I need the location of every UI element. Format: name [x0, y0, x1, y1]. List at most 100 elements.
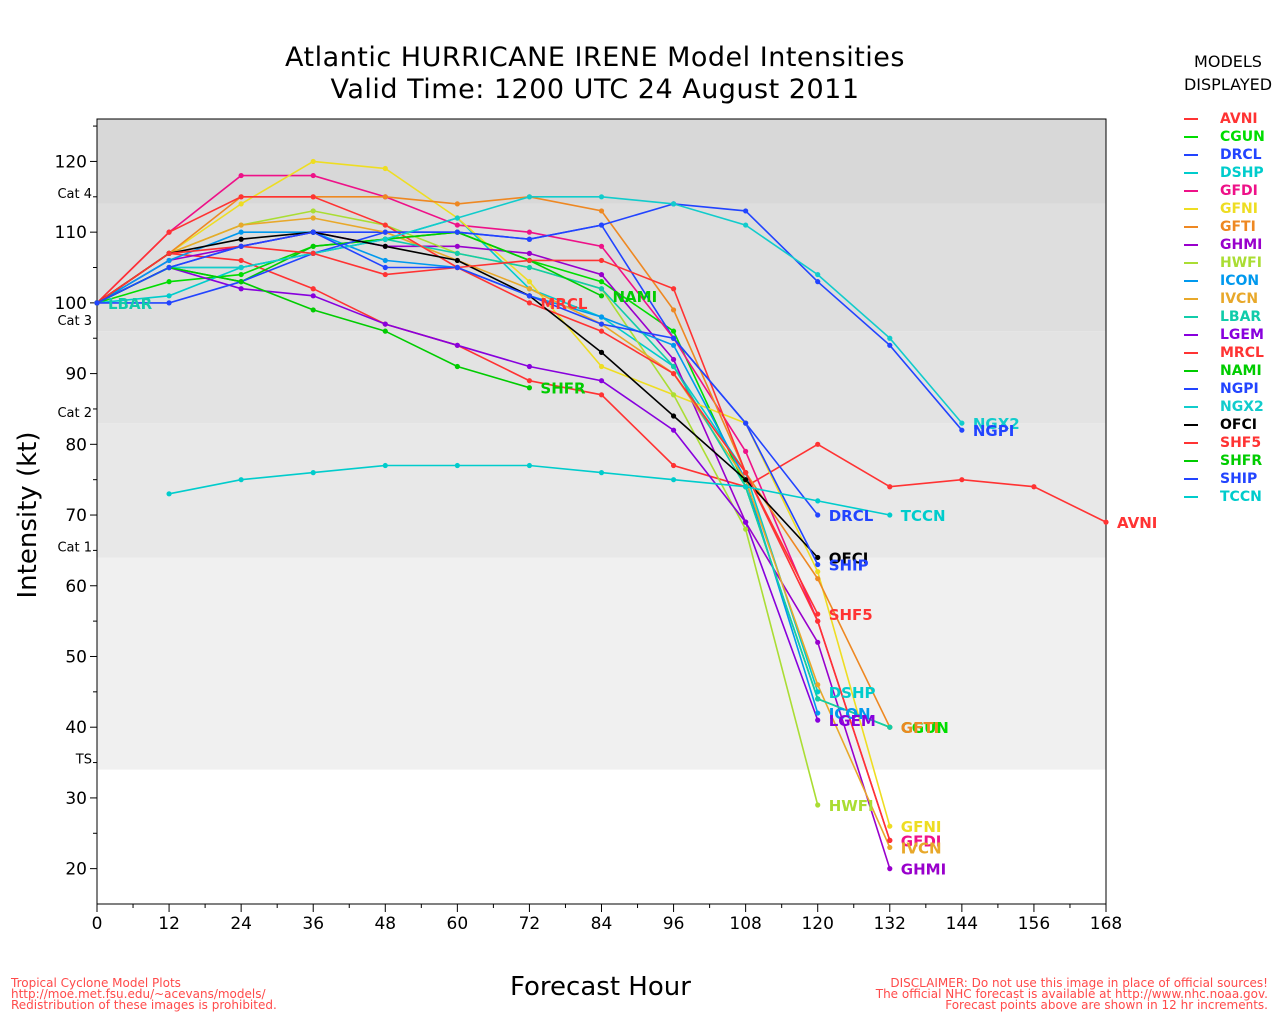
data-point-lbar: [887, 724, 893, 730]
legend-swatch: [1184, 136, 1198, 138]
legend-label: HWFI: [1220, 255, 1262, 271]
data-point-tccn: [382, 462, 388, 469]
data-point-ngx2: [526, 194, 533, 200]
data-point-ivcn: [887, 844, 893, 851]
legend-swatch: [1184, 172, 1198, 174]
data-point-shfr: [382, 328, 388, 334]
data-point-lgem: [670, 427, 677, 433]
data-point-shf5: [743, 470, 749, 476]
series-label-ngx2: NGX2: [973, 415, 1020, 433]
legend-label: AVNI: [1220, 111, 1258, 127]
data-point-dshp: [815, 689, 821, 695]
data-point-ship: [166, 264, 172, 271]
legend-item: AVNI: [1184, 110, 1265, 128]
data-point-lgem: [310, 293, 316, 299]
data-point-tccn: [310, 470, 316, 476]
data-point-avni: [526, 378, 533, 384]
legend-label: GHMI: [1220, 237, 1263, 253]
data-point-ofci: [670, 413, 677, 419]
series-label-drcl: DRCL: [829, 507, 874, 525]
data-point-avni: [670, 462, 677, 469]
legend-item: OFCI: [1184, 416, 1265, 434]
data-point-icon: [815, 710, 821, 716]
data-point-gfti: [454, 201, 460, 207]
data-point-tccn: [238, 477, 244, 483]
y-tick-label: 100: [55, 294, 87, 314]
y-tick-label: 110: [55, 223, 87, 243]
legend-heading-2: DISPLAYED: [1183, 75, 1273, 94]
legend-swatch: [1184, 352, 1198, 354]
footer-credits: Tropical Cyclone Model Plots http://moe.…: [11, 976, 277, 1011]
category-band: [97, 423, 1106, 558]
data-point-gfdi: [598, 243, 605, 249]
data-point-ngpi: [743, 208, 749, 214]
x-tick-label: 96: [663, 914, 685, 934]
y-tick-label: 60: [65, 577, 87, 597]
data-point-ship: [815, 561, 821, 568]
data-point-ngpi: [454, 229, 460, 235]
series-label-cgun: CGUN: [901, 719, 949, 737]
series-label-icon: ICON: [829, 705, 871, 723]
data-point-avni: [238, 257, 244, 264]
data-point-tccn: [526, 462, 533, 469]
legend-swatch: [1184, 298, 1198, 300]
data-point-gfni: [238, 201, 244, 207]
data-point-tccn: [454, 462, 460, 469]
x-tick-label: 72: [519, 914, 541, 934]
x-tick-label: 48: [374, 914, 396, 934]
data-point-lgem: [526, 363, 533, 370]
x-tick-label: 24: [230, 914, 252, 934]
footer-credit-url: http://moe.met.fsu.edu/~acevans/models/: [11, 987, 266, 1001]
data-point-ngx2: [959, 420, 965, 426]
data-point-gfni: [310, 158, 316, 165]
legend-label: GFTI: [1220, 219, 1256, 235]
data-point-lbar: [598, 286, 605, 292]
data-point-icon: [382, 257, 388, 264]
chart-title: Atlantic HURRICANE IRENE Model Intensiti…: [285, 42, 905, 73]
data-point-ngx2: [743, 222, 749, 228]
category-label: Cat 3: [57, 314, 92, 329]
x-tick-label: 168: [1090, 914, 1122, 934]
data-point-ghmi: [454, 243, 460, 249]
legend-swatch: [1184, 478, 1198, 480]
data-point-hwfi: [743, 526, 749, 532]
legend-label: SHF5: [1220, 435, 1262, 451]
legend-swatch: [1184, 316, 1198, 318]
data-point-avni: [1031, 484, 1037, 490]
legend-label: DSHP: [1220, 165, 1264, 181]
legend-item: CGUN: [1184, 128, 1265, 146]
category-label: Cat 2: [57, 406, 92, 421]
data-point-ofci: [454, 257, 460, 264]
data-point-ngx2: [454, 215, 460, 221]
plot-axes: 20 30 40 50 60 70 80 90 100 110 120 0 12 24 36 48 60 72 84…: [55, 118, 1122, 934]
legend-label: SHIP: [1220, 471, 1258, 487]
data-point-tccn: [166, 491, 172, 497]
x-axis-label: Forecast Hour: [510, 972, 691, 1002]
series-label-shfr: SHFR: [540, 380, 586, 398]
legend-swatch: [1184, 118, 1198, 120]
data-point-shf5: [382, 271, 388, 278]
data-point-shf5: [166, 250, 172, 256]
legend-item: DSHP: [1184, 164, 1265, 182]
y-tick-label: 70: [65, 506, 87, 526]
data-point-hwfi: [670, 392, 677, 398]
legend-swatch: [1184, 154, 1198, 156]
legend-item: LBAR: [1184, 308, 1265, 326]
series-label-shf5: SHF5: [829, 606, 873, 624]
series-label-hwfi: HWFI: [829, 797, 874, 815]
data-point-mrcl: [598, 328, 605, 334]
data-point-shfr: [526, 385, 533, 391]
category-band: [97, 557, 1106, 770]
data-point-ghmi: [598, 271, 605, 278]
data-point-gfni: [887, 823, 893, 829]
data-point-tccn: [598, 470, 605, 476]
legend-label: GFDI: [1220, 183, 1258, 199]
footer-credit-line: Tropical Cyclone Model Plots: [11, 976, 181, 990]
legend-item: NGPI: [1184, 380, 1265, 398]
legend-label: NAMI: [1220, 363, 1262, 379]
data-point-gfti: [670, 307, 677, 313]
series-label-lgem: LGEM: [829, 712, 876, 730]
data-point-ivcn: [815, 682, 821, 688]
